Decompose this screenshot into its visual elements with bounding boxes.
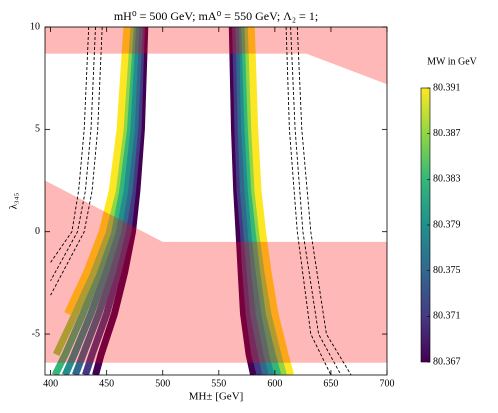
- colorbar-tick-label: 80.371: [433, 311, 461, 322]
- contour-line: [51, 27, 136, 375]
- contour-line: [72, 27, 143, 375]
- excluded-region: [45, 27, 387, 85]
- colorbar-tick-label: 80.379: [433, 219, 461, 230]
- colorbar-label: MW in GeV: [427, 56, 478, 67]
- colorbar-tick-label: 80.387: [433, 128, 461, 139]
- plot-frame: [44, 26, 388, 376]
- colorbar-tick-label: 80.383: [433, 174, 461, 185]
- chart-title: mH⁰ = 500 GeV; mA⁰ = 550 GeV; Λ₂ = 1;: [114, 9, 318, 23]
- y-axis-label: λ₃₄₅: [8, 192, 20, 209]
- contour-line: [235, 27, 270, 375]
- x-tick-label: 650: [323, 378, 338, 389]
- dashed-line: [296, 27, 352, 375]
- x-tick-label: 700: [380, 378, 395, 389]
- contour-line: [247, 27, 294, 375]
- excluded-region: [45, 180, 387, 363]
- y-tick-label: 0: [35, 226, 40, 237]
- x-axis-label: MH± [GeV]: [189, 391, 244, 403]
- dashed-line: [285, 27, 332, 375]
- dashed-line: [290, 27, 342, 375]
- x-tick-label: 500: [155, 378, 170, 389]
- x-tick-label: 600: [267, 378, 282, 389]
- y-tick-label: 10: [30, 21, 40, 32]
- y-tick-label: -5: [32, 328, 40, 339]
- colorbar-tick-label: 80.391: [433, 82, 461, 93]
- plot-area: [45, 27, 387, 375]
- x-tick-label: 550: [211, 378, 226, 389]
- contour-line: [61, 27, 140, 375]
- x-tick-label: 450: [99, 378, 114, 389]
- colorbar-tick-label: 80.375: [433, 265, 461, 276]
- y-tick-label: 5: [35, 124, 40, 135]
- x-tick-label: 400: [43, 378, 58, 389]
- contour-line: [64, 27, 131, 316]
- colorbar-tick-label: 80.367: [433, 356, 461, 367]
